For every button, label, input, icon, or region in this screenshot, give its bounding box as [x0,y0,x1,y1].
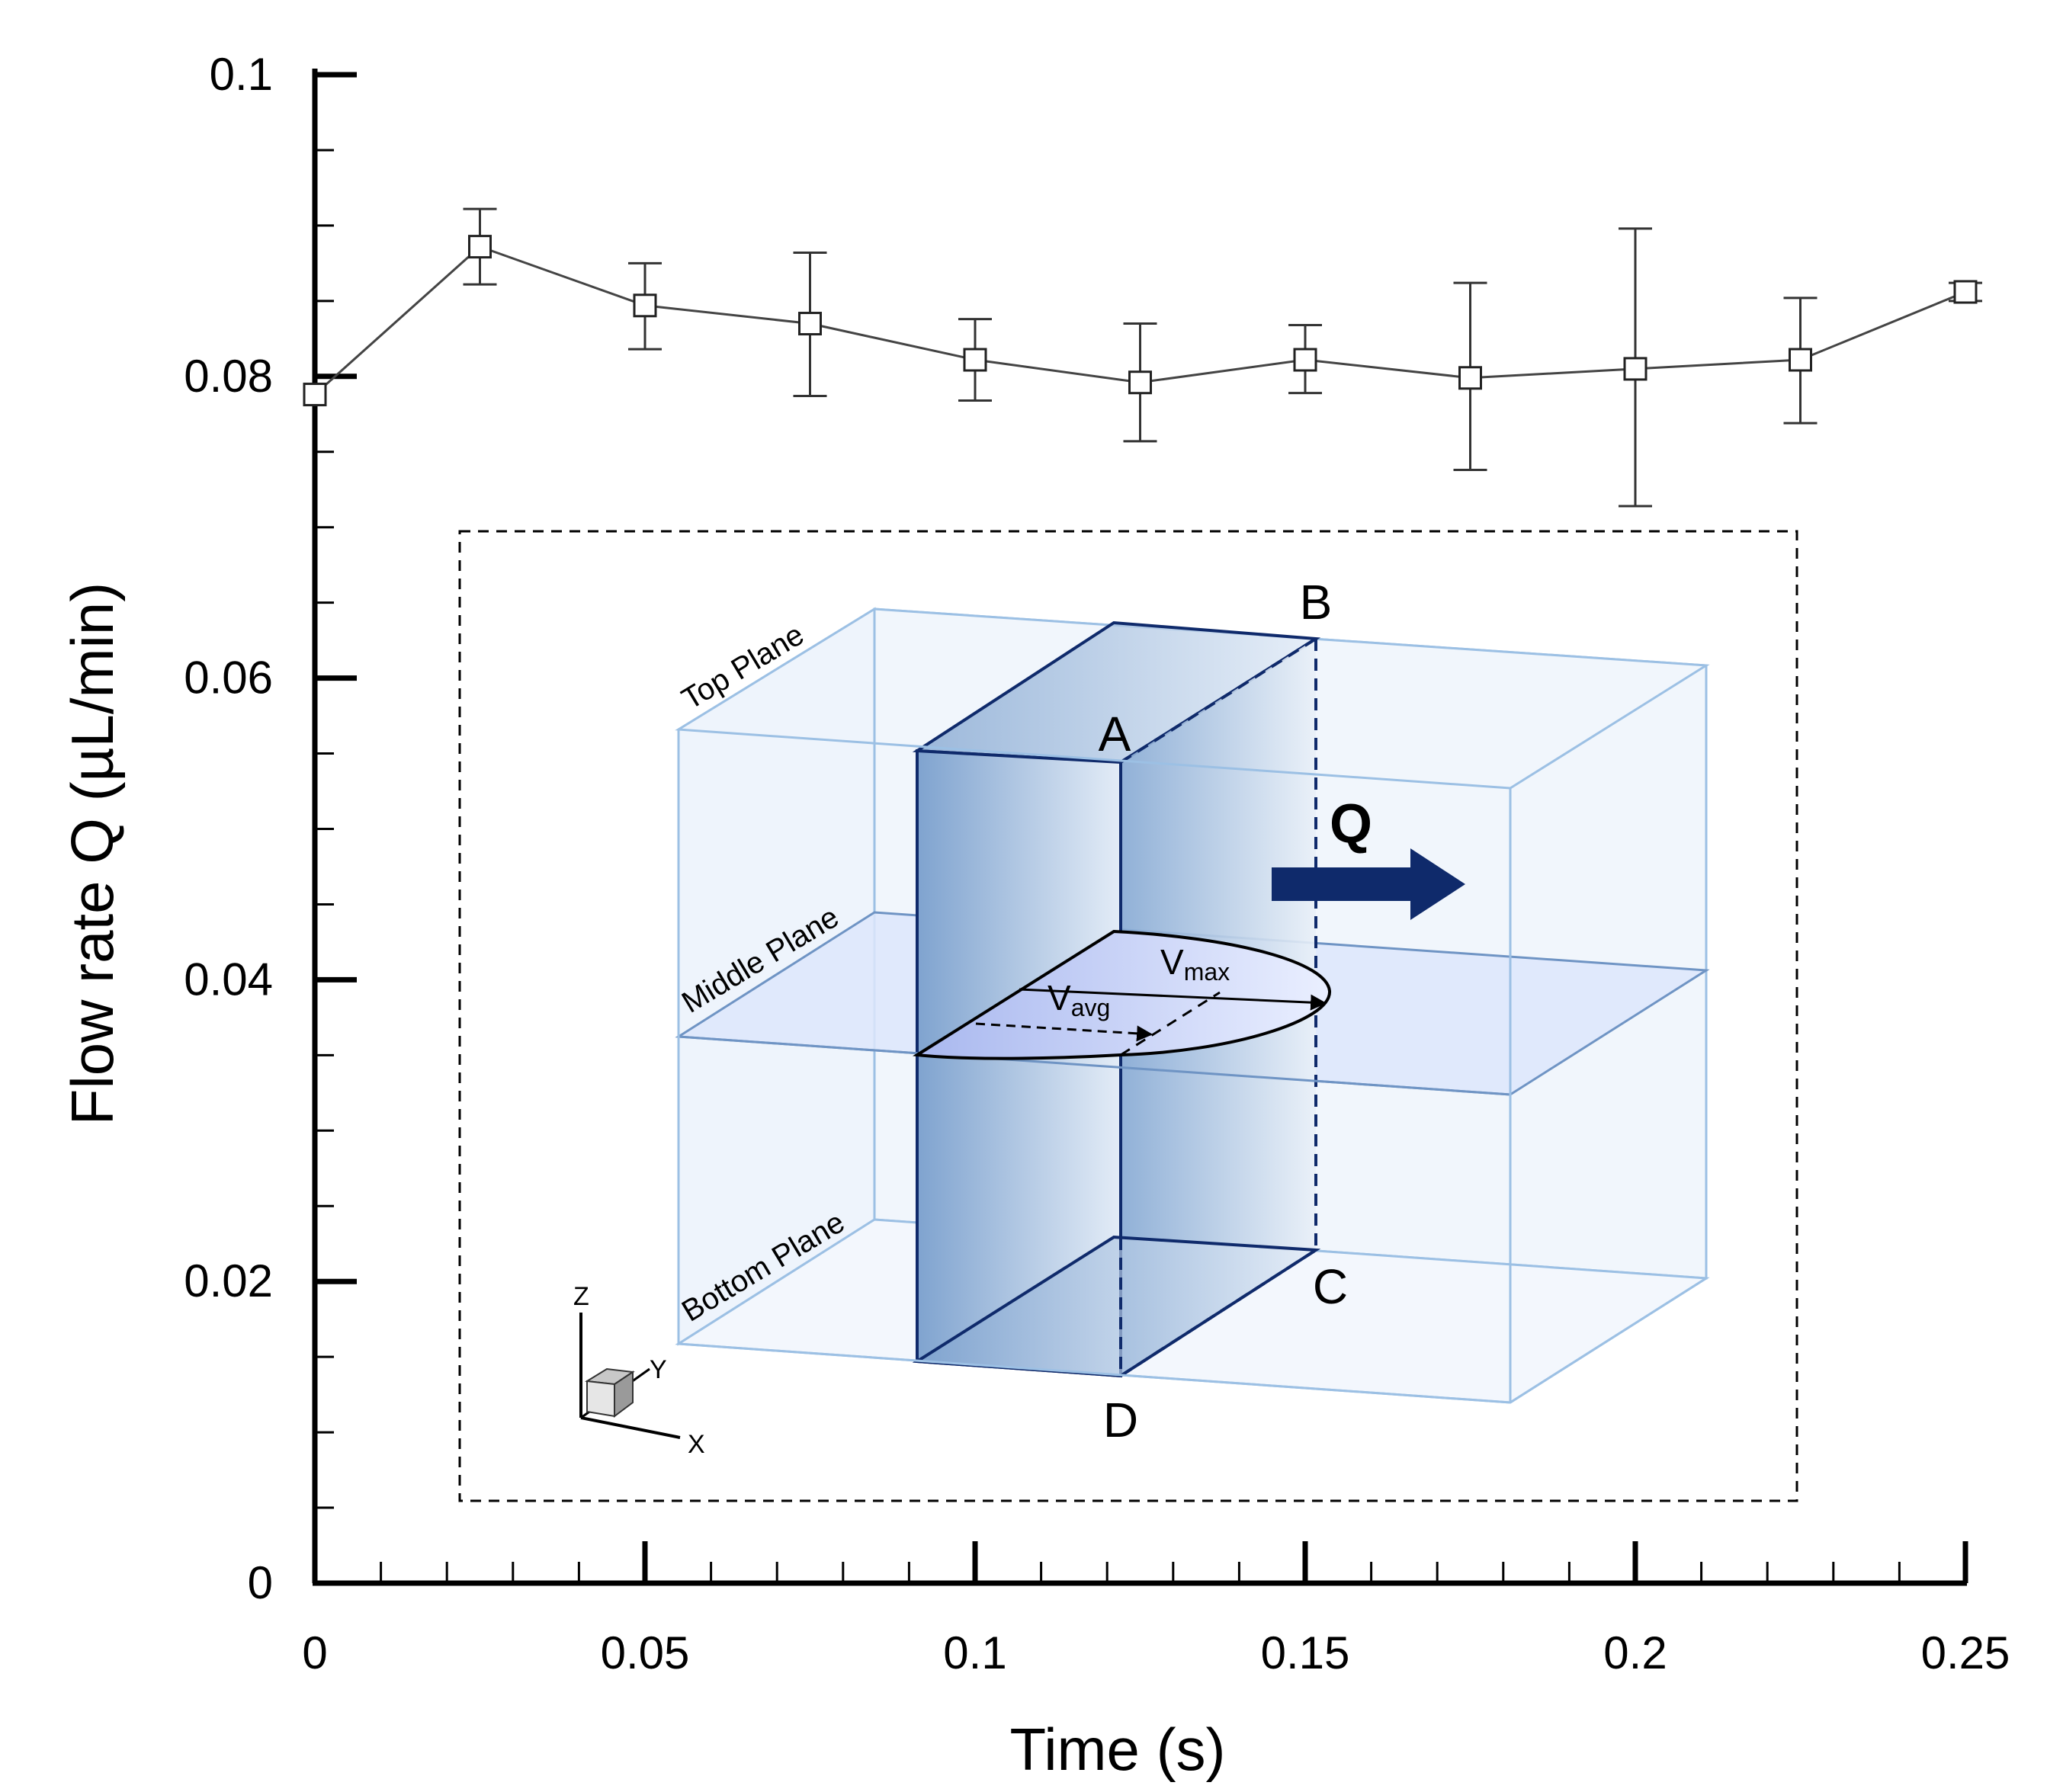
triad-z-label: Z [573,1282,589,1311]
x-tick-label: 0.2 [1603,1627,1667,1678]
x-tick-label: 0.15 [1261,1627,1350,1678]
corner-label-a: A [1099,707,1131,761]
vmax-label: Vmax [1160,942,1230,986]
vavg-label-sub: avg [1071,994,1111,1021]
box-front-top-edge [678,728,1511,790]
x-tick-label: 0.05 [601,1627,690,1678]
data-point-marker [963,348,987,372]
vmax-arrow [1019,988,1327,1011]
middle-plane-front-edge [678,1035,1511,1096]
data-point-marker [633,293,657,318]
x-tick-label: 0.1 [943,1627,1006,1678]
data-point-marker [1458,366,1482,390]
data-point-marker [1623,357,1648,381]
inset-diagram: Top Plane Middle Plane Bottom Plane A B … [458,530,1798,1502]
triad-cube-side [614,1370,634,1418]
box-right-bottom-edge [1510,1277,1707,1404]
triad-x-line [580,1416,681,1439]
x-tick-label: 0.25 [1921,1627,2010,1678]
chart-axes: 0 0.02 0.04 0.06 0.08 0.1 0 0.05 0.1 0.15 0.2 0.25 [184,49,2010,1678]
y-tick-label: 0 [248,1557,273,1608]
data-point-marker [798,312,822,336]
flow-direction-arrow [1272,848,1465,920]
y-tick-label: 0.06 [184,652,273,704]
axis-triad: Z Y X [573,1282,705,1459]
y-ticks: 0 0.02 0.04 0.06 0.08 0.1 [184,49,357,1608]
corner-label-d: D [1103,1393,1138,1447]
x-ticks: 0 0.05 0.1 0.15 0.2 0.25 [302,1541,2010,1678]
box-right-top-edge [1510,664,1707,790]
corner-label-c: C [1313,1259,1348,1314]
vavg-label: Vavg [1048,978,1110,1021]
vmax-label-base: V [1160,942,1184,982]
corner-label-b: B [1300,575,1333,630]
data-point-marker [1293,348,1317,372]
triad-cube-front [586,1380,615,1418]
vavg-label-base: V [1048,978,1071,1018]
profile-centerline [916,930,1115,1056]
data-point-marker [1128,370,1152,395]
data-point-marker [468,235,492,259]
y-tick-label: 0.1 [210,49,273,100]
profile-centerline-dashed [1120,991,1221,1056]
y-axis-title: Flow rate Q (µL/min) [59,582,126,1125]
x-tick-label: 0 [302,1627,327,1678]
data-point-marker [303,383,327,407]
triad-x-label: X [688,1430,705,1459]
triad-y-label: Y [650,1355,667,1384]
data-point-marker [1953,280,1978,304]
vmax-label-sub: max [1184,958,1230,986]
y-tick-label: 0.02 [184,1255,273,1306]
series-flow-rate [303,207,1982,508]
y-tick-label: 0.08 [184,351,273,402]
box-front-bottom-edge [678,1342,1511,1404]
q-label: Q [1330,793,1372,854]
y-tick-label: 0.04 [184,954,273,1005]
data-point-marker [1789,348,1812,372]
inset-border [458,530,1798,1502]
x-axis-title: Time (s) [1009,1716,1225,1783]
